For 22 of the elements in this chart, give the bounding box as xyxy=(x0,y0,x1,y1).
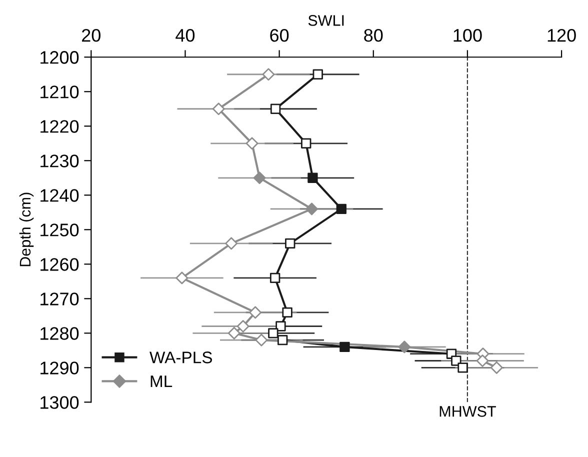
y-tick-label: 1270 xyxy=(40,292,79,306)
x-tick-label: 40 xyxy=(176,28,195,42)
ref-line-label: MHWST xyxy=(440,406,496,417)
y-tick-label: 1240 xyxy=(40,189,79,202)
y-tick-label: 1210 xyxy=(40,86,79,98)
x-tick-label: 100 xyxy=(454,28,482,42)
legend-label: ML xyxy=(150,376,172,388)
y-tick-label: 1260 xyxy=(40,258,79,271)
y-tick-label: 1200 xyxy=(40,51,79,64)
x-tick-label: 60 xyxy=(270,28,289,42)
y-tick-label: 1300 xyxy=(40,396,79,409)
y-tick-label: 1220 xyxy=(40,120,79,133)
x-tick-label: 80 xyxy=(364,28,383,42)
x-tick-label: 20 xyxy=(82,28,100,42)
y-axis-title: Depth (cm) xyxy=(19,192,34,266)
legend-label: WA-PLS xyxy=(150,352,212,364)
y-tick-label: 1250 xyxy=(40,224,79,236)
y-tick-label: 1230 xyxy=(40,154,79,168)
y-tick-label: 1280 xyxy=(40,327,79,340)
x-axis-title: SWLI xyxy=(308,15,344,26)
y-tick-label: 1290 xyxy=(40,362,79,374)
x-tick-label: 120 xyxy=(548,28,576,42)
